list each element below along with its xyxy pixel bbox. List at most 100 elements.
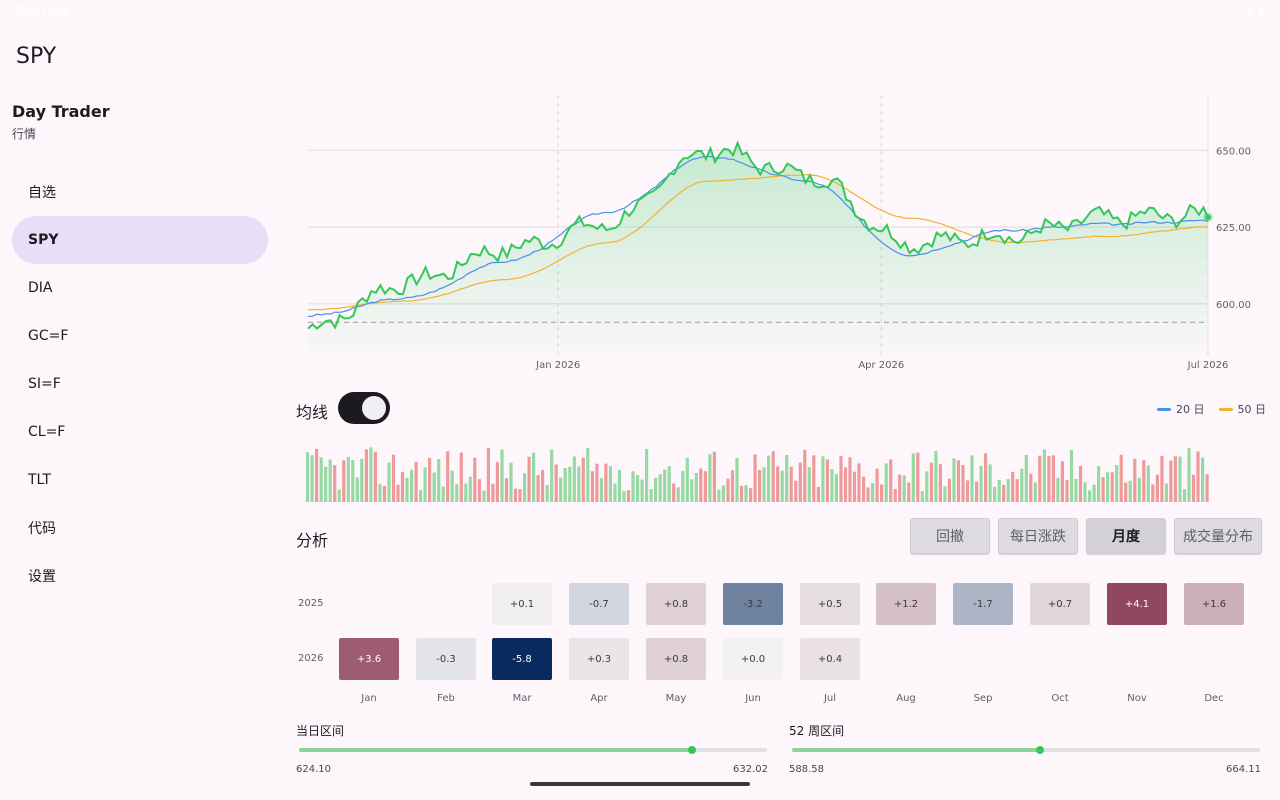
volume-bar	[1137, 477, 1141, 502]
volume-bar	[559, 477, 563, 502]
heatmap-cell[interactable]: +1.6	[1184, 583, 1244, 625]
nav-item-sif[interactable]: SI=F	[12, 360, 268, 408]
volume-bar	[1191, 474, 1196, 502]
legend-item-20: 20 日	[1157, 401, 1205, 417]
volume-bar	[636, 475, 640, 502]
nav-item-clf[interactable]: CL=F	[12, 408, 268, 456]
volume-bar	[1002, 484, 1006, 502]
heatmap-cell[interactable]: +0.7	[1030, 583, 1090, 625]
price-chart[interactable]: 650.00 625.00 600.00 Jan 2026 Apr 2026 Jul 20…	[290, 95, 1265, 380]
heatmap-month-label: Jan	[361, 693, 377, 704]
volume-bar	[730, 470, 735, 502]
volume-bar	[798, 462, 802, 502]
heatmap-cell[interactable]: -5.8	[492, 638, 552, 680]
volume-bar	[351, 460, 355, 502]
volume-bar	[789, 466, 793, 502]
tab-volume-profile[interactable]: 成交量分布	[1174, 518, 1262, 554]
nav-item-dia[interactable]: DIA	[12, 264, 268, 312]
volume-bar	[739, 485, 744, 502]
volume-bar	[961, 465, 965, 502]
page-title: SPY	[16, 44, 57, 69]
week52-range-fill	[792, 748, 1041, 752]
volume-bar	[441, 486, 445, 502]
volume-bar	[649, 489, 653, 502]
volume-bar	[568, 466, 572, 502]
heatmap-cell[interactable]: +0.8	[646, 583, 706, 625]
volume-bar	[1201, 457, 1205, 502]
status-time: 8:00 AM	[16, 4, 70, 19]
nav-item-label: GC=F	[28, 328, 69, 344]
volume-bar	[400, 472, 405, 502]
volume-bar	[807, 467, 811, 502]
heatmap-cell[interactable]: -0.7	[569, 583, 629, 625]
volume-bar	[970, 455, 974, 502]
nav-item-watchlist[interactable]: 自选	[12, 168, 268, 216]
heatmap-cell[interactable]: +0.1	[492, 583, 552, 625]
volume-bar	[1151, 484, 1155, 502]
nav-item-settings[interactable]: 设置	[12, 552, 268, 600]
day-range-low: 624.10	[296, 764, 331, 775]
volume-bar	[328, 459, 332, 502]
volume-bar	[346, 456, 350, 502]
volume-bar	[604, 463, 608, 502]
volume-bar	[450, 470, 454, 502]
volume-bar	[640, 479, 644, 502]
nav-item-tlt[interactable]: TLT	[12, 456, 268, 504]
nav-item-spy[interactable]: SPY	[12, 216, 268, 264]
volume-bar	[608, 466, 612, 502]
tab-daily-change[interactable]: 每日涨跌	[998, 518, 1078, 554]
volume-bar	[816, 486, 820, 502]
volume-bar	[884, 463, 888, 502]
volume-bar	[762, 467, 766, 502]
gesture-handle[interactable]	[530, 782, 750, 786]
day-range-track	[299, 746, 767, 754]
volume-bar	[979, 466, 983, 502]
ma-toggle[interactable]	[338, 392, 390, 424]
volume-bar	[373, 451, 377, 502]
heatmap-cell[interactable]: +0.0	[723, 638, 783, 680]
heatmap-cell[interactable]: +1.2	[876, 583, 936, 625]
heatmap-cell[interactable]: -1.7	[953, 583, 1013, 625]
volume-bar	[934, 451, 938, 502]
volume-bar	[306, 452, 310, 502]
nav-item-label: SPY	[28, 232, 59, 248]
price-area	[308, 143, 1208, 353]
heatmap-cell[interactable]: +0.4	[800, 638, 860, 680]
volume-bar	[857, 463, 861, 502]
volume-bar	[803, 449, 807, 502]
x-tick-label: Apr 2026	[858, 360, 904, 371]
status-icons: ▾ ▮	[1247, 4, 1264, 18]
volume-bar	[663, 469, 667, 502]
heatmap-cell[interactable]: -3.2	[723, 583, 783, 625]
heatmap-cell[interactable]: +3.6	[339, 638, 399, 680]
heatmap-cell[interactable]: +4.1	[1107, 583, 1167, 625]
volume-bar	[622, 491, 626, 502]
nav-item-gcf[interactable]: GC=F	[12, 312, 268, 360]
legend-line-orange	[1218, 407, 1233, 411]
volume-bar	[658, 474, 662, 502]
tab-drawdown[interactable]: 回撤	[910, 518, 990, 554]
volume-bar	[1169, 460, 1173, 502]
volume-bar	[956, 460, 961, 502]
volume-bar	[1160, 455, 1164, 502]
volume-bar	[396, 484, 400, 502]
volume-bar	[423, 467, 427, 502]
nav-item-symbols[interactable]: 代码	[12, 504, 268, 552]
volume-bar	[938, 464, 942, 502]
volume-bar	[1042, 449, 1046, 502]
volume-bars	[306, 447, 1209, 502]
volume-bar	[889, 459, 893, 502]
volume-bar	[1069, 450, 1074, 502]
volume-bar	[1083, 482, 1087, 502]
volume-bar	[382, 485, 386, 502]
volume-bar	[364, 449, 368, 502]
heatmap-cell[interactable]: +0.5	[800, 583, 860, 625]
volume-bar	[369, 447, 373, 502]
heatmap-cell[interactable]: +0.3	[569, 638, 629, 680]
heatmap-cell[interactable]: -0.3	[416, 638, 476, 680]
volume-bar	[703, 471, 707, 502]
tab-monthly[interactable]: 月度	[1086, 518, 1166, 554]
heatmap-cell[interactable]: +0.8	[646, 638, 706, 680]
volume-bar	[419, 490, 423, 502]
volume-bar	[871, 483, 875, 502]
